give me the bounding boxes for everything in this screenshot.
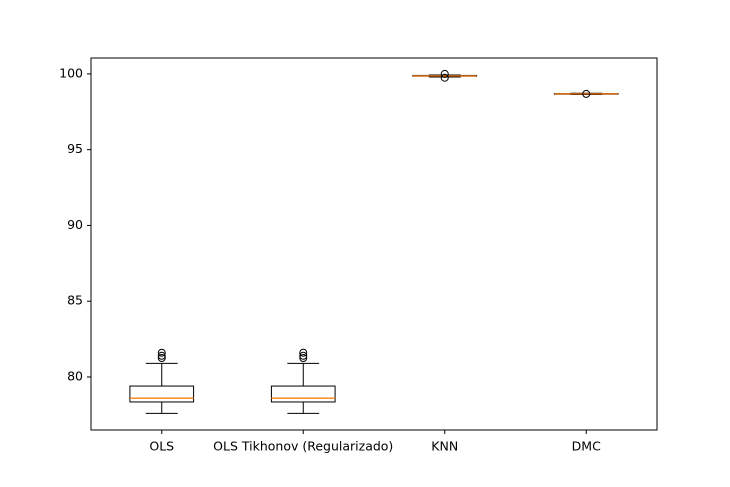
flier xyxy=(157,351,166,360)
x-tick-label: KNN xyxy=(431,439,458,454)
y-tick-label: 85 xyxy=(67,293,83,308)
flier xyxy=(157,348,166,357)
box xyxy=(129,385,195,403)
y-tick-label: 80 xyxy=(67,368,83,383)
x-tick-label: DMC xyxy=(572,439,601,454)
flier xyxy=(157,354,166,363)
y-tick-label: 100 xyxy=(59,65,83,80)
flier xyxy=(582,89,591,98)
flier xyxy=(299,348,308,357)
flier xyxy=(440,69,449,78)
plot-frame xyxy=(90,57,658,431)
x-tick-label: OLS Tikhonov (Regularizado) xyxy=(213,439,393,454)
flier xyxy=(299,354,308,363)
y-tick-label: 95 xyxy=(67,141,83,156)
flier xyxy=(299,351,308,360)
x-tick-label: OLS xyxy=(149,439,174,454)
flier xyxy=(440,73,449,82)
y-tick-label: 90 xyxy=(67,217,83,232)
box xyxy=(270,385,336,403)
